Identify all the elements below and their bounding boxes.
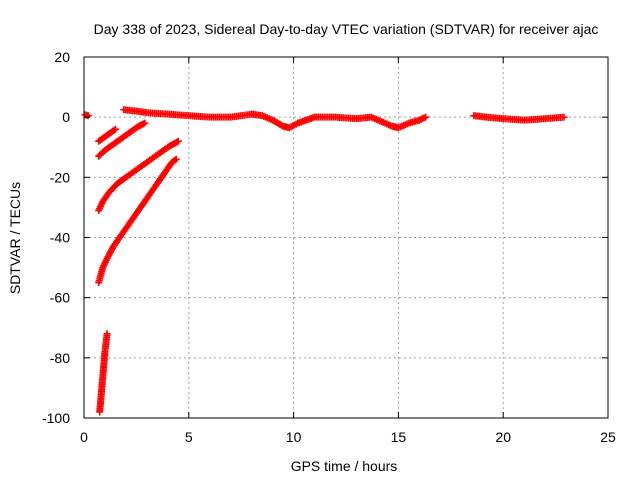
- data-point: [171, 156, 179, 164]
- x-tick-label: 5: [185, 429, 193, 445]
- axis-ticks: 0 5 10 15 20 25 -100 -80 -60 -40 -20 0 20: [42, 49, 616, 445]
- series-arc-e: [95, 155, 180, 287]
- y-tick-label: 0: [62, 109, 70, 125]
- data-point: [173, 138, 181, 146]
- y-tick-label: -80: [50, 350, 70, 366]
- x-tick-label: 25: [600, 429, 616, 445]
- data-point: [103, 330, 111, 338]
- series-arc-h: [470, 112, 568, 124]
- series-arc-c: [95, 119, 149, 160]
- chart-title: Day 338 of 2023, Sidereal Day-to-day VTE…: [94, 21, 599, 37]
- x-axis-label: GPS time / hours: [291, 458, 398, 474]
- y-axis-label: SDTVAR / TECUs: [7, 182, 23, 294]
- x-tick-label: 20: [495, 429, 511, 445]
- data-point: [560, 113, 568, 121]
- series-arc-f: [96, 330, 111, 416]
- series-arc-a: [81, 111, 92, 120]
- data-point: [111, 125, 119, 133]
- data-point: [422, 113, 430, 121]
- data-points: [81, 106, 568, 416]
- x-tick-label: 15: [391, 429, 407, 445]
- x-tick-label: 10: [286, 429, 302, 445]
- y-tick-label: -60: [50, 290, 70, 306]
- y-tick-label: 20: [54, 49, 70, 65]
- data-point: [84, 112, 92, 120]
- data-point: [141, 119, 149, 127]
- series-arc-b: [95, 125, 119, 145]
- y-tick-label: -40: [50, 230, 70, 246]
- series-arc-d: [95, 137, 182, 214]
- series-arc-g: [120, 106, 430, 132]
- data-point: [174, 137, 182, 145]
- y-tick-label: -20: [50, 169, 70, 185]
- y-tick-label: -100: [42, 410, 70, 426]
- x-tick-label: 0: [80, 429, 88, 445]
- data-point: [172, 155, 180, 163]
- data-point: [110, 126, 118, 134]
